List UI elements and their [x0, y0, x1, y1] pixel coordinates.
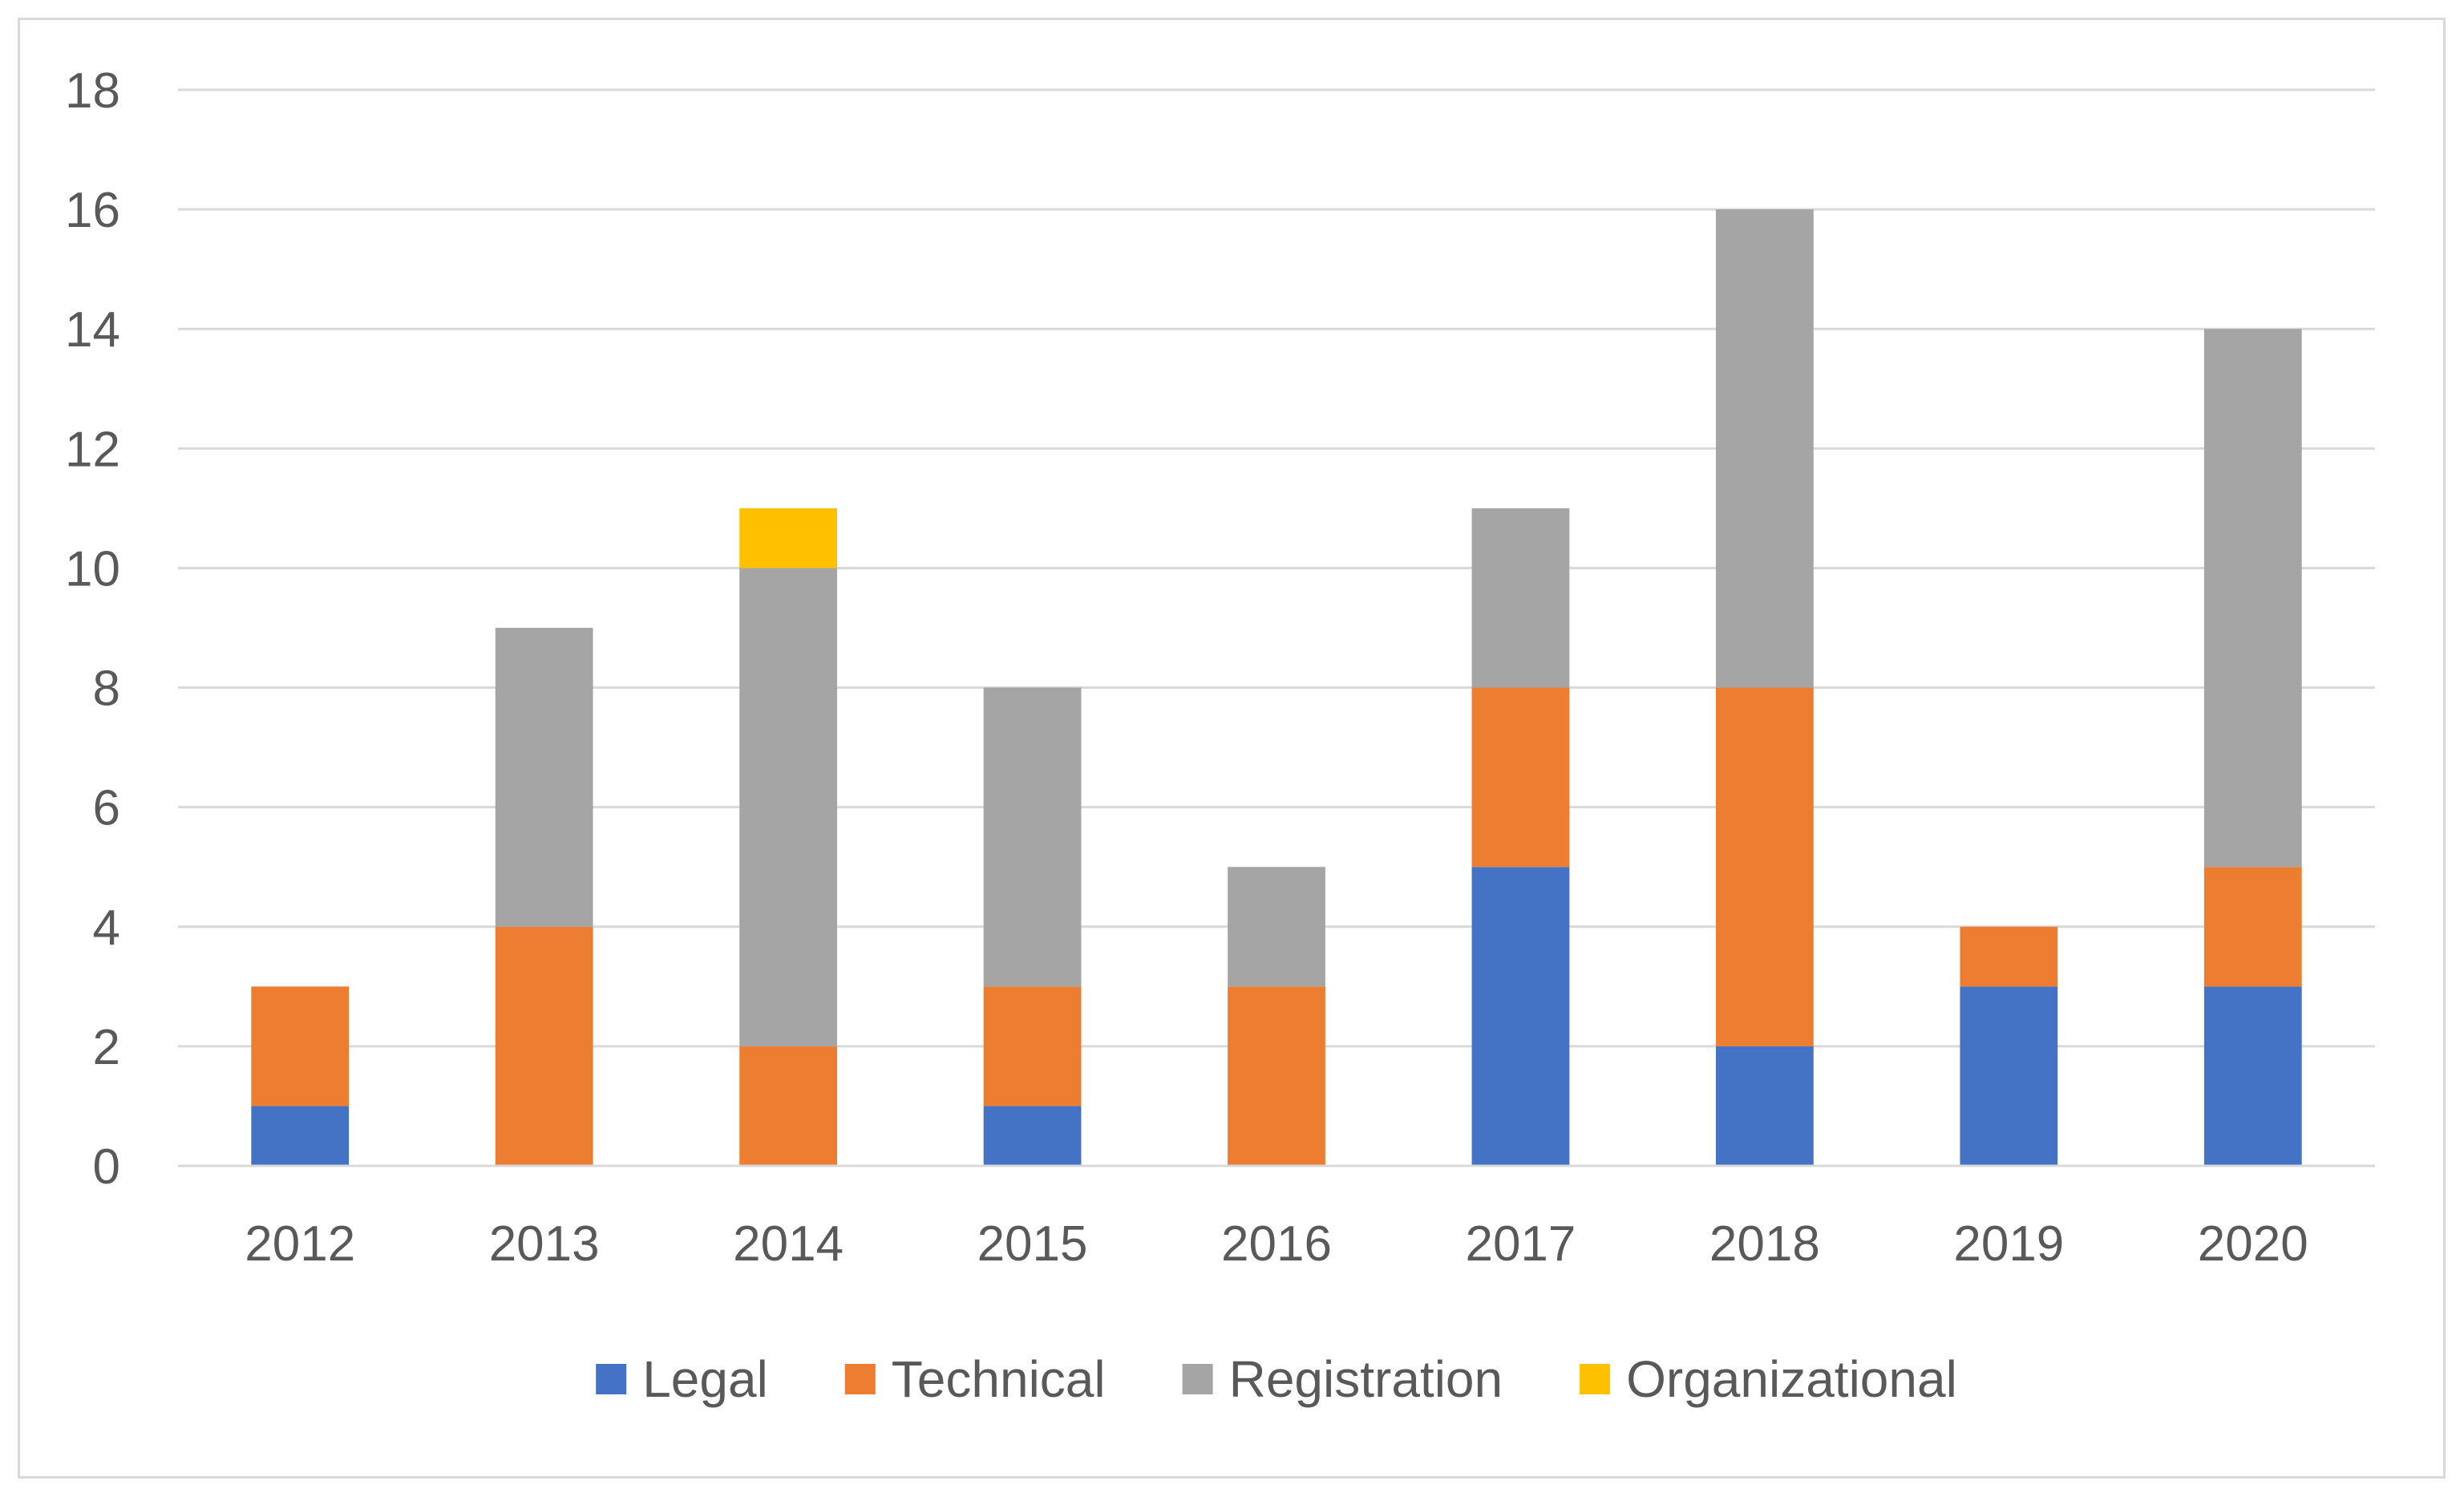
x-tick-label-2017: 2017 — [1465, 1216, 1576, 1272]
x-tick-label-2013: 2013 — [489, 1216, 600, 1272]
bar-registration-2018 — [1716, 209, 1814, 688]
bar-legal-2017 — [1471, 867, 1570, 1166]
bar-technical-2012 — [251, 986, 350, 1107]
x-tick-label-2012: 2012 — [245, 1216, 355, 1272]
bar-technical-2014 — [739, 1046, 837, 1166]
bar-legal-2015 — [983, 1106, 1082, 1166]
bar-legal-2019 — [1960, 986, 2058, 1166]
y-axis-tick-labels: 0 2 4 6 8 10 12 14 16 18 — [65, 63, 120, 1195]
bar-registration-2014 — [739, 568, 837, 1046]
y-tick-label-2: 2 — [93, 1020, 120, 1075]
legend: Legal Technical Registration Organizational — [596, 1350, 1957, 1408]
bar-technical-2016 — [1228, 986, 1325, 1166]
bar-registration-2020 — [2203, 329, 2302, 868]
legend-swatch-technical — [844, 1364, 876, 1394]
legend-label-organizational: Organizational — [1626, 1350, 1957, 1408]
bar-organizational-2014 — [739, 508, 837, 568]
x-tick-label-2019: 2019 — [1953, 1216, 2064, 1272]
chart-frame — [18, 18, 2446, 1479]
legend-swatch-organizational — [1580, 1364, 1611, 1394]
bar-technical-2020 — [2203, 867, 2302, 987]
x-tick-label-2020: 2020 — [2198, 1216, 2308, 1272]
bar-technical-2019 — [1960, 926, 2058, 987]
legend-swatch-legal — [596, 1364, 627, 1394]
bar-registration-2013 — [495, 628, 593, 927]
x-tick-label-2016: 2016 — [1221, 1216, 1332, 1272]
y-tick-label-4: 4 — [93, 900, 120, 956]
x-tick-label-2015: 2015 — [977, 1216, 1088, 1272]
bar-registration-2016 — [1228, 867, 1325, 987]
legend-label-technical: Technical — [892, 1350, 1106, 1408]
bar-legal-2018 — [1716, 1046, 1814, 1166]
bar-registration-2017 — [1471, 508, 1570, 688]
bar-technical-2015 — [983, 986, 1082, 1107]
x-axis-tick-labels: 2012 2013 2014 2015 2016 2017 2018 2019 2020 — [245, 1216, 2308, 1272]
y-tick-label-6: 6 — [93, 781, 120, 836]
bars — [251, 209, 2302, 1166]
legend-label-registration: Registration — [1229, 1350, 1503, 1408]
y-tick-label-12: 12 — [65, 422, 120, 477]
y-tick-label-0: 0 — [93, 1139, 120, 1195]
y-tick-label-8: 8 — [93, 661, 120, 717]
y-tick-label-14: 14 — [65, 302, 120, 358]
bar-technical-2017 — [1471, 687, 1570, 868]
x-tick-label-2018: 2018 — [1709, 1216, 1820, 1272]
y-tick-label-10: 10 — [65, 541, 120, 597]
y-tick-label-16: 16 — [65, 183, 120, 238]
bar-technical-2018 — [1716, 687, 1814, 1046]
legend-swatch-registration — [1182, 1364, 1213, 1394]
bar-technical-2013 — [495, 926, 593, 1166]
bar-legal-2012 — [251, 1106, 350, 1166]
x-tick-label-2014: 2014 — [733, 1216, 844, 1272]
bar-legal-2020 — [2203, 986, 2302, 1166]
legend-label-legal: Legal — [642, 1350, 768, 1408]
y-tick-label-18: 18 — [65, 63, 120, 119]
bar-registration-2015 — [983, 687, 1082, 987]
